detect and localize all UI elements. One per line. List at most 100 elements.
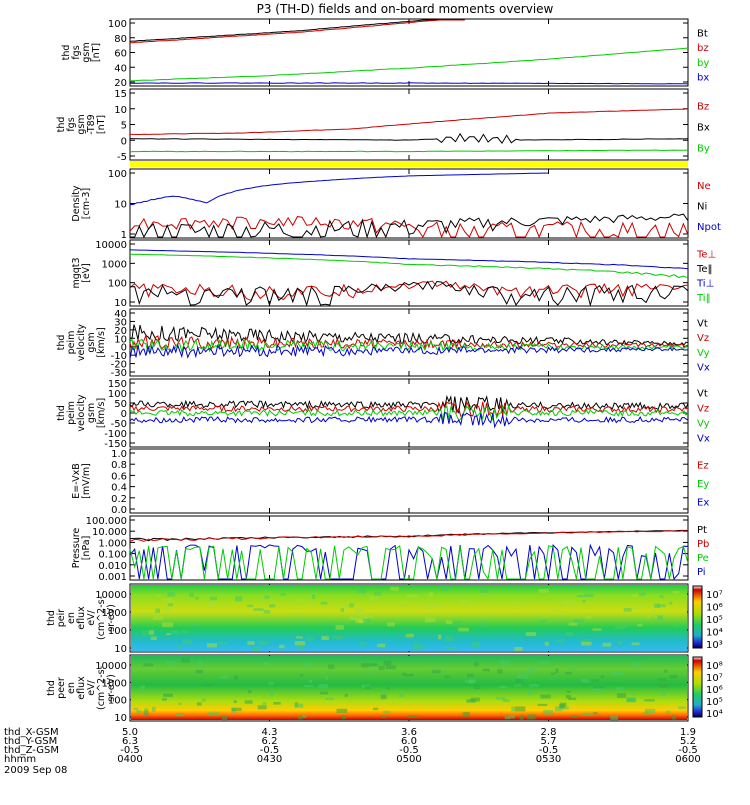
footer-value: -0.5 xyxy=(120,745,140,756)
colorbar-label: 10⁷ xyxy=(706,590,723,601)
spectrogram-cell xyxy=(407,715,418,718)
y-tick-label: 0.2 xyxy=(111,494,127,505)
spectrogram-cell xyxy=(167,603,173,607)
spectrogram-cell xyxy=(170,630,180,635)
legend-label: Pi xyxy=(697,567,706,578)
y-tick-label: 1.000 xyxy=(98,538,127,549)
series-line-Bx xyxy=(129,132,689,144)
spectrogram-cell xyxy=(253,608,264,611)
footer-value: 2.8 xyxy=(541,727,557,738)
y-tick-label: 0 xyxy=(121,343,127,354)
spectrogram-cell xyxy=(555,668,559,674)
y-tick-label: 20 xyxy=(114,326,127,337)
spectrogram-cell xyxy=(458,627,469,632)
y-axis-label-line: peer xyxy=(56,677,67,699)
y-axis-label-line: [nPa] xyxy=(81,536,92,561)
spectrogram-cell xyxy=(554,706,563,712)
spectrogram-cell xyxy=(472,642,481,647)
legend-label: Vx xyxy=(697,434,710,445)
y-tick-label: 100 xyxy=(108,626,127,637)
spectrogram-cell xyxy=(196,702,202,706)
spectrogram-cell xyxy=(673,624,679,628)
spectrogram-cell xyxy=(566,690,571,693)
y-axis-label-line: [km/s] xyxy=(96,398,107,428)
y-axis-label-line: thd xyxy=(46,610,57,626)
y-tick-label: -5 xyxy=(117,152,127,163)
y-axis-label-line: gsm xyxy=(76,114,87,134)
spectrogram-cell xyxy=(565,694,572,699)
spectrogram-cell xyxy=(181,657,190,663)
spectrogram-cell xyxy=(340,608,345,612)
spectrogram-cell xyxy=(357,612,367,617)
spectrogram-cell xyxy=(140,685,146,691)
y-axis-label-line: -T89 xyxy=(86,114,97,134)
y-axis-label-line: peim xyxy=(66,331,77,355)
spectrogram-cell xyxy=(175,713,184,717)
spectrogram-cell xyxy=(474,685,481,690)
spectrogram-cell xyxy=(559,605,565,608)
colorbar-label: 10⁶ xyxy=(706,685,723,696)
y-tick-label: 60 xyxy=(114,49,127,60)
y-axis-label-line: gsm xyxy=(86,403,97,423)
y-axis-label-line: fgs xyxy=(71,45,82,59)
spectrogram-cell xyxy=(513,613,518,616)
y-tick-label: 1000 xyxy=(102,608,127,619)
y-axis-label-line: gsm xyxy=(86,332,97,352)
y-tick-label: -10 xyxy=(111,351,127,362)
spectrogram-cell xyxy=(253,646,257,651)
panel-4: mgqt3 [eV] 10000 1000 100 10 Te⊥ Te‖ Ti⊥ Ti‖ xyxy=(71,239,716,309)
footer-value: -0.5 xyxy=(260,745,280,756)
spectrogram-cell xyxy=(452,620,462,625)
spectrogram-cell xyxy=(644,711,650,715)
y-axis-label-line: en xyxy=(66,612,77,624)
y-axis-label-line: velocity xyxy=(76,324,87,362)
spectrogram-cell xyxy=(525,632,536,637)
spectrogram-cell xyxy=(165,660,176,665)
legend-label: Ti⊥ xyxy=(696,278,714,289)
series-line-Ne xyxy=(129,216,689,239)
spectrogram-cell xyxy=(299,673,304,677)
spectrogram-cell xyxy=(351,621,355,626)
spectrogram-cell xyxy=(235,596,243,602)
series-line-Pi xyxy=(129,544,689,581)
spectrogram-cell xyxy=(661,691,666,696)
spectrogram-cell xyxy=(576,595,586,598)
legend-label: Vz xyxy=(697,333,709,344)
spectrogram-cell xyxy=(431,669,441,674)
footer-row-label: hhmm xyxy=(4,754,36,765)
spectrogram-cell xyxy=(162,622,174,628)
spectrogram-cell xyxy=(496,697,506,700)
series-line-By xyxy=(129,149,689,153)
spectrogram-cell xyxy=(529,683,539,687)
spectrogram-cell xyxy=(573,605,577,611)
panel-frame xyxy=(129,18,689,87)
panel-2: thd fgs gsm -T89 [nT] 15 10 5 0 -5 Bz Bx By xyxy=(56,88,710,163)
series-line-Pe xyxy=(129,543,689,581)
y-axis-label-line: eV/ xyxy=(86,609,97,625)
spectrogram-cell xyxy=(262,702,267,705)
legend-label: Vt xyxy=(697,318,708,329)
spectrogram-cell xyxy=(294,703,304,708)
y-tick-label: 0.100 xyxy=(98,550,127,561)
spectrogram-cell xyxy=(139,612,149,617)
spectrogram-cell xyxy=(201,698,206,702)
footer-value: 6.0 xyxy=(401,736,417,747)
y-axis-label-line: sr-eV) xyxy=(106,604,117,632)
spectrogram-cell xyxy=(319,691,328,695)
spectrogram-cell xyxy=(508,714,515,719)
legend-label: Ne xyxy=(697,181,711,192)
spectrogram-cell xyxy=(561,611,567,616)
spectrogram-cell xyxy=(270,600,277,604)
spectrogram-cell xyxy=(318,684,328,689)
y-tick-label: 5 xyxy=(121,121,127,132)
series-line-Vx xyxy=(129,343,688,359)
panel-10: thd peer en eflux eV/(cm^2-s-sr-eV) 10000 1000… xyxy=(46,654,723,724)
spectrogram-cell xyxy=(341,605,349,610)
spectrogram-cell xyxy=(198,661,203,666)
spectrogram-cell xyxy=(440,587,448,592)
spectrogram-cell xyxy=(581,641,592,646)
spectrogram-cell xyxy=(474,661,479,667)
spectrogram-cell xyxy=(296,598,306,602)
legend-label: bx xyxy=(697,73,709,84)
